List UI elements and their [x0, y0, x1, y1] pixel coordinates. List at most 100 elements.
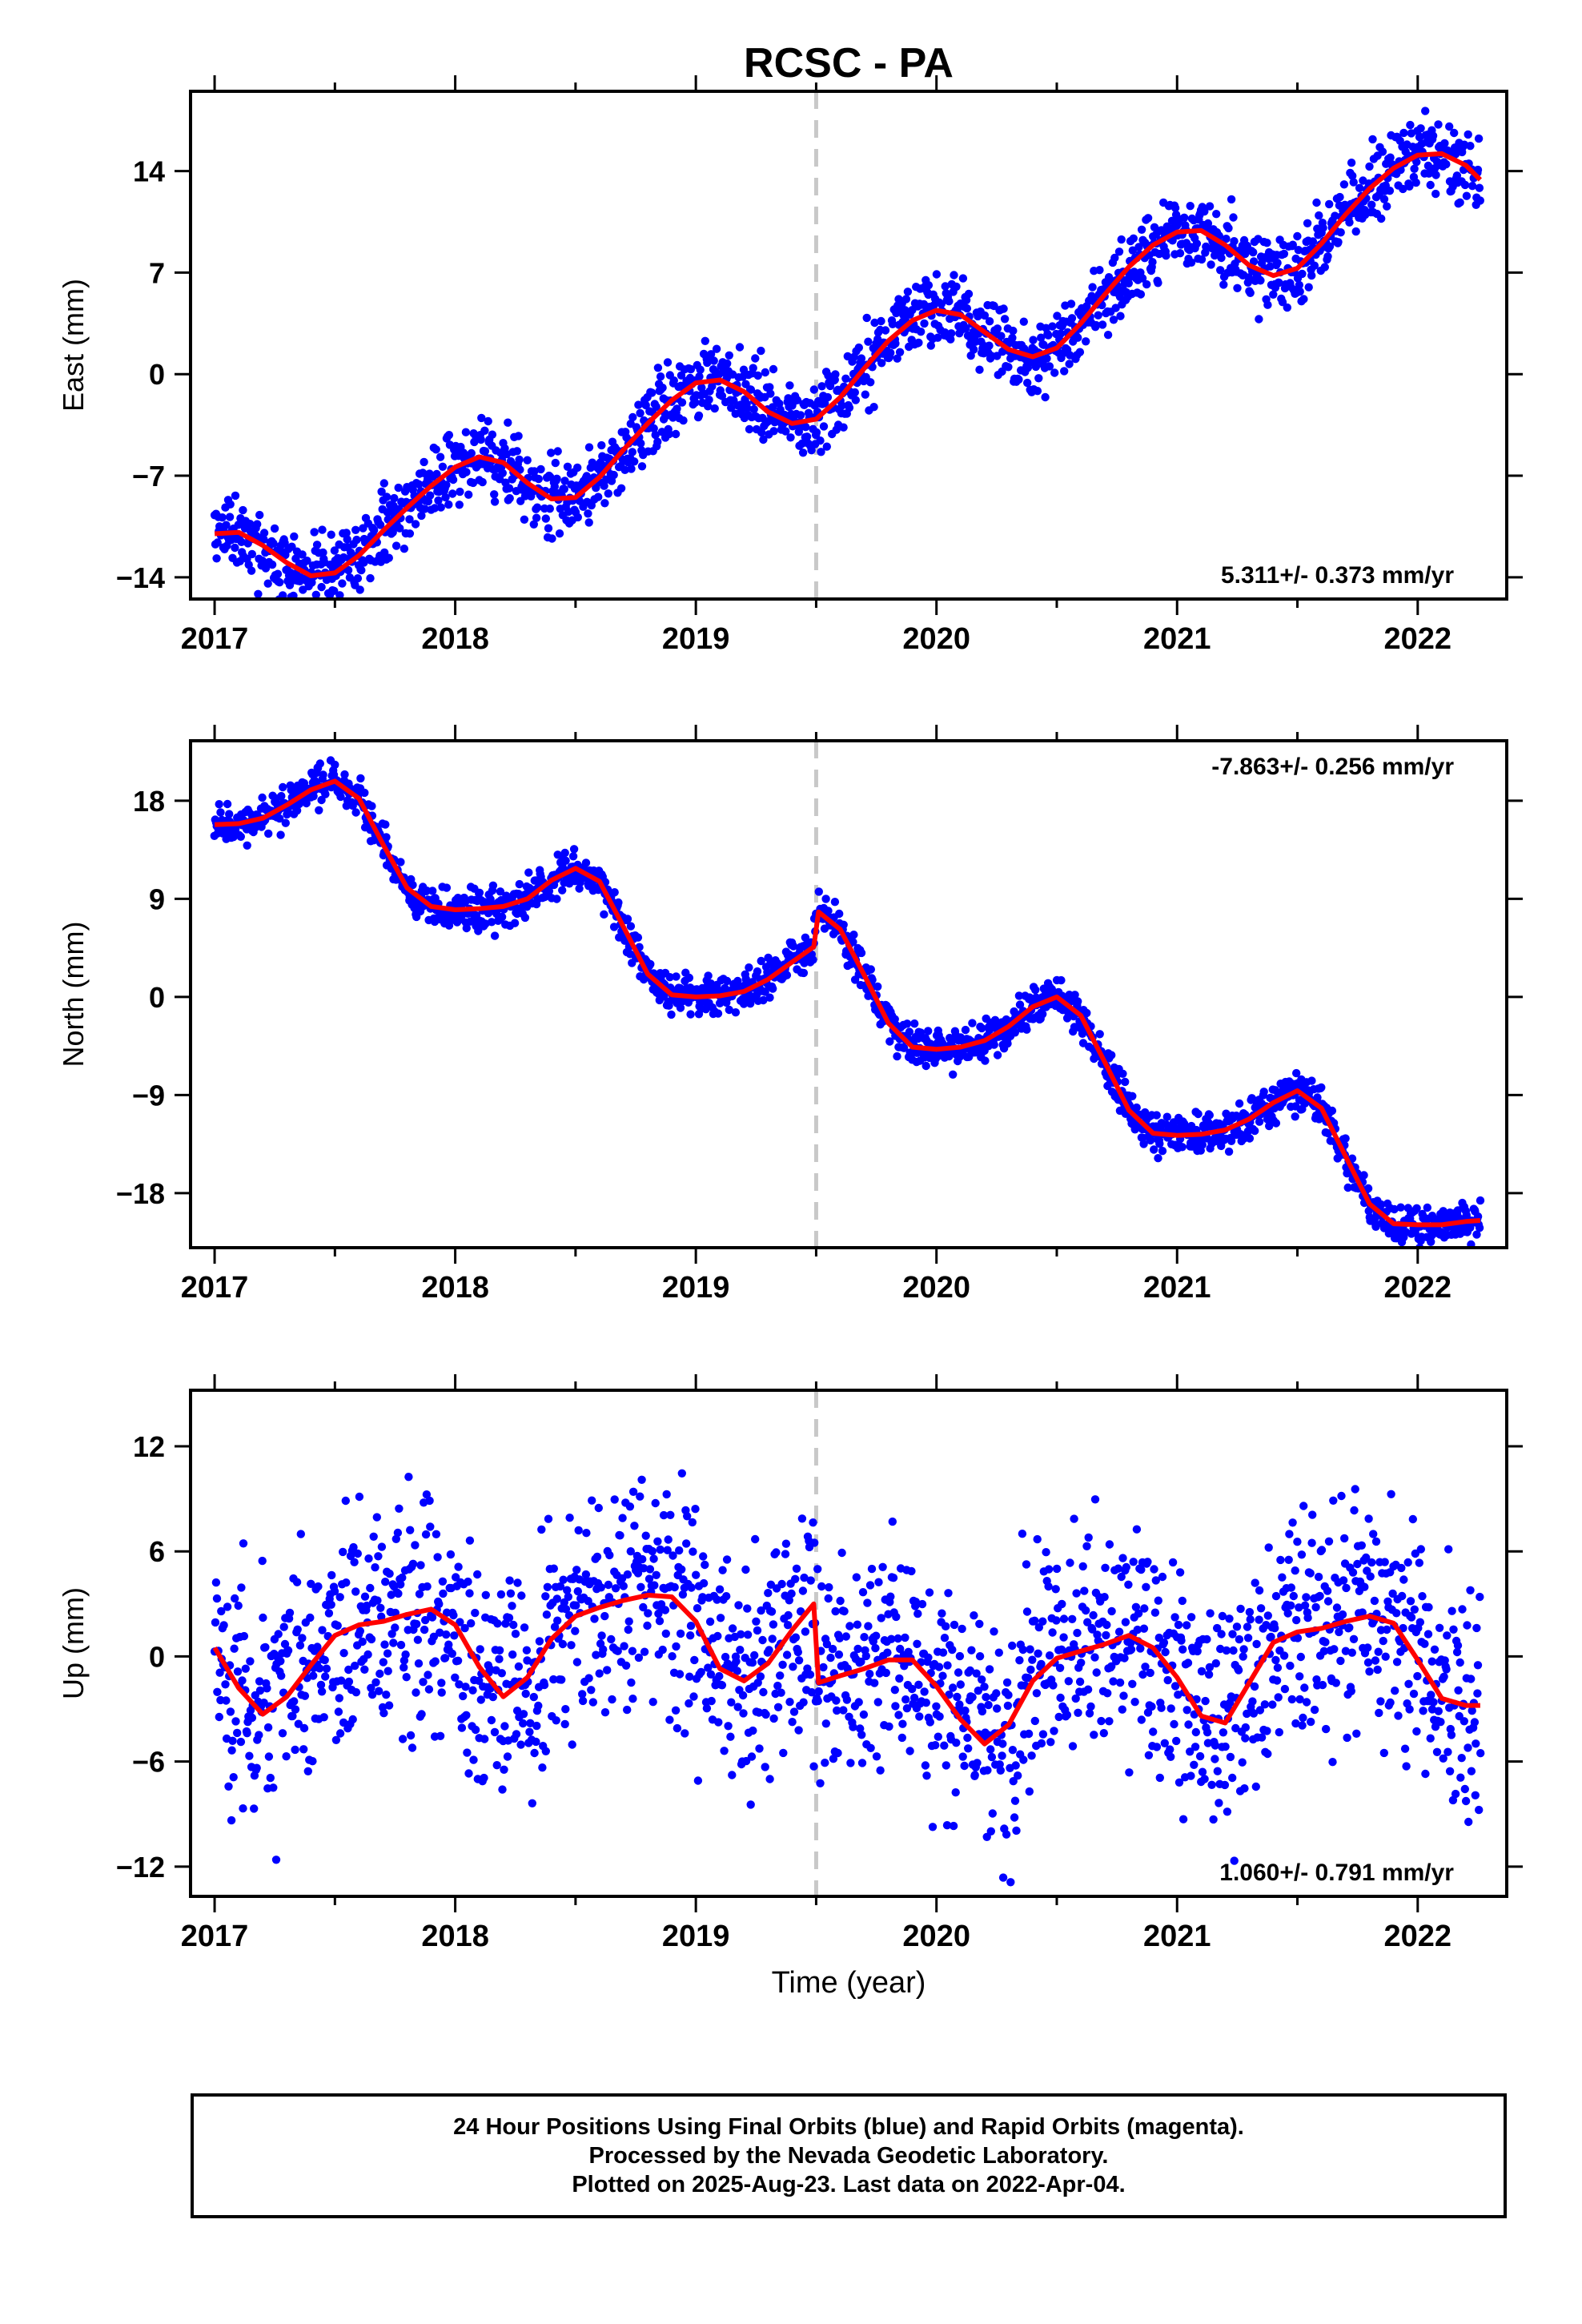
up-data-point [213, 1687, 222, 1696]
east-data-point [761, 368, 769, 377]
up-data-point [226, 1707, 235, 1716]
up-data-point [1080, 1586, 1089, 1595]
north-data-point [1205, 1111, 1215, 1120]
up-data-point [658, 1645, 667, 1655]
up-data-point [233, 1728, 242, 1738]
up-data-point [339, 1547, 347, 1557]
east-data-point [1227, 195, 1236, 204]
up-data-point [728, 1771, 737, 1779]
east-data-point [924, 281, 934, 290]
up-data-point [643, 1621, 652, 1630]
up-data-point [465, 1589, 474, 1598]
east-data-point [1320, 263, 1330, 271]
up-data-point [721, 1652, 730, 1662]
up-data-point [448, 1649, 456, 1659]
up-data-point [661, 1629, 670, 1638]
up-data-point [663, 1546, 672, 1554]
up-data-point [1059, 1614, 1069, 1623]
up-data-point [948, 1645, 957, 1655]
up-data-point [877, 1614, 885, 1622]
east-data-point [881, 326, 890, 335]
up-data-point [1037, 1659, 1046, 1669]
east-data-point [512, 447, 521, 456]
east-data-point [903, 287, 913, 296]
east-data-point [318, 525, 327, 534]
up-data-point [1057, 1645, 1066, 1654]
up-data-point [1075, 1677, 1085, 1687]
up-data-point [699, 1578, 709, 1588]
up-data-point [535, 1637, 544, 1646]
east-data-point [478, 477, 487, 487]
east-data-point [1111, 304, 1120, 312]
east-data-point [696, 365, 705, 374]
north-data-point [1107, 1051, 1116, 1059]
east-data-point [653, 364, 663, 372]
up-data-point [698, 1593, 707, 1602]
north-data-point [561, 856, 570, 866]
east-data-point [1263, 239, 1271, 247]
up-data-point [600, 1708, 610, 1717]
up-data-point [639, 1564, 648, 1573]
up-data-point [468, 1686, 477, 1695]
up-data-point [860, 1633, 869, 1642]
up-data-point [476, 1695, 485, 1704]
up-data-point [1191, 1727, 1201, 1737]
east-data-point [819, 422, 829, 431]
north-data-point [665, 1001, 673, 1010]
up-data-point [858, 1588, 868, 1597]
north-data-point [1245, 1134, 1255, 1143]
east-data-point [841, 374, 850, 383]
east-data-point [950, 271, 958, 279]
up-data-point [439, 1589, 448, 1598]
up-data-point [714, 1718, 723, 1727]
up-data-point [800, 1573, 809, 1582]
east-data-point [553, 447, 562, 456]
east-data-point [745, 424, 754, 434]
up-data-point [294, 1719, 303, 1728]
east-data-point [1117, 235, 1126, 244]
up-data-point [908, 1684, 917, 1694]
up-data-point [567, 1641, 576, 1650]
east-data-point [609, 470, 618, 480]
up-data-point [574, 1526, 583, 1535]
north-data-point [487, 918, 496, 927]
up-data-point [624, 1625, 632, 1634]
east-data-point [1304, 283, 1313, 292]
up-data-point [966, 1666, 975, 1675]
up-data-point [351, 1587, 360, 1596]
north-data-point [1341, 1134, 1350, 1143]
up-data-point [1178, 1645, 1187, 1654]
up-data-point [994, 1648, 1004, 1657]
north-data-point [949, 1070, 958, 1080]
up-data-point [788, 1718, 797, 1727]
up-data-point [572, 1566, 581, 1574]
east-data-point [686, 364, 696, 374]
east-data-point [1048, 322, 1057, 331]
east-data-point [749, 364, 757, 372]
east-data-point [864, 337, 873, 346]
up-data-point [784, 1610, 793, 1620]
east-data-point [1315, 211, 1323, 220]
east-data-point [781, 427, 790, 436]
north-data-point [299, 778, 309, 788]
north-data-point [356, 774, 365, 783]
up-data-point [1117, 1572, 1126, 1582]
up-data-point [826, 1653, 835, 1663]
up-data-point [541, 1592, 550, 1601]
up-data-point [640, 1647, 649, 1656]
east-ytick-label: −7 [132, 460, 165, 493]
up-data-point [1097, 1716, 1106, 1726]
east-data-point [1460, 180, 1470, 190]
up-data-point [1203, 1728, 1212, 1737]
up-data-point [442, 1630, 451, 1639]
up-data-point [1142, 1582, 1150, 1592]
east-data-point [1312, 198, 1321, 207]
east-data-point [817, 382, 826, 391]
up-data-point [358, 1637, 367, 1647]
up-data-point [724, 1722, 733, 1731]
north-data-point [685, 973, 694, 983]
east-data-point [854, 343, 864, 352]
east-data-point [218, 513, 227, 522]
up-data-point [934, 1663, 944, 1671]
